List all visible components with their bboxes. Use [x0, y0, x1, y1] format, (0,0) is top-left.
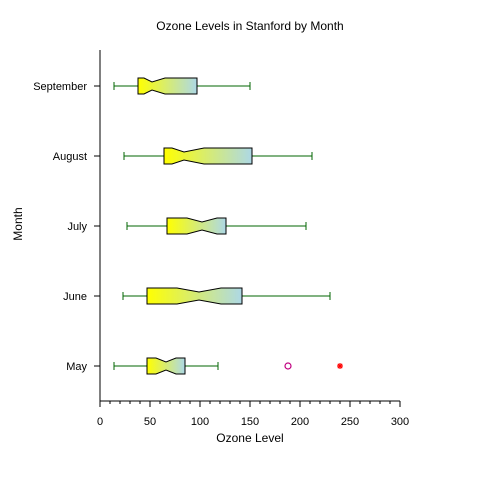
x-tick-label: 300: [391, 416, 409, 428]
x-tick-label: 150: [241, 416, 259, 428]
box-body: [146, 357, 186, 375]
box-may: [113, 357, 343, 375]
outlier-point: [284, 362, 292, 370]
box-july: [126, 217, 307, 235]
x-tick-label: 0: [97, 416, 103, 428]
box-body: [146, 287, 243, 305]
box-body: [166, 217, 227, 235]
y-tick-label-september: September: [33, 81, 87, 93]
x-tick-label: 100: [191, 416, 209, 428]
box-body: [137, 77, 198, 95]
chart-title: Ozone Levels in Stanford by Month: [156, 19, 343, 33]
y-axis-label: Month: [11, 207, 25, 240]
axis-ticks: 0 50 100 150 200 250 300 May June July August Septe…: [33, 81, 409, 428]
y-tick-label-august: August: [53, 151, 87, 163]
box-september: [113, 77, 251, 95]
box-body: [163, 147, 253, 165]
far-outlier-point: [337, 363, 343, 369]
y-tick-label-may: May: [66, 361, 87, 373]
x-axis-label: Ozone Level: [216, 431, 283, 445]
x-tick-label: 200: [291, 416, 309, 428]
box-series: [113, 77, 343, 375]
x-tick-label: 50: [144, 416, 156, 428]
box-august: [123, 147, 313, 165]
y-tick-label-june: June: [63, 291, 87, 303]
box-june: [122, 287, 331, 305]
x-tick-label: 250: [341, 416, 359, 428]
y-tick-label-july: July: [67, 221, 87, 233]
